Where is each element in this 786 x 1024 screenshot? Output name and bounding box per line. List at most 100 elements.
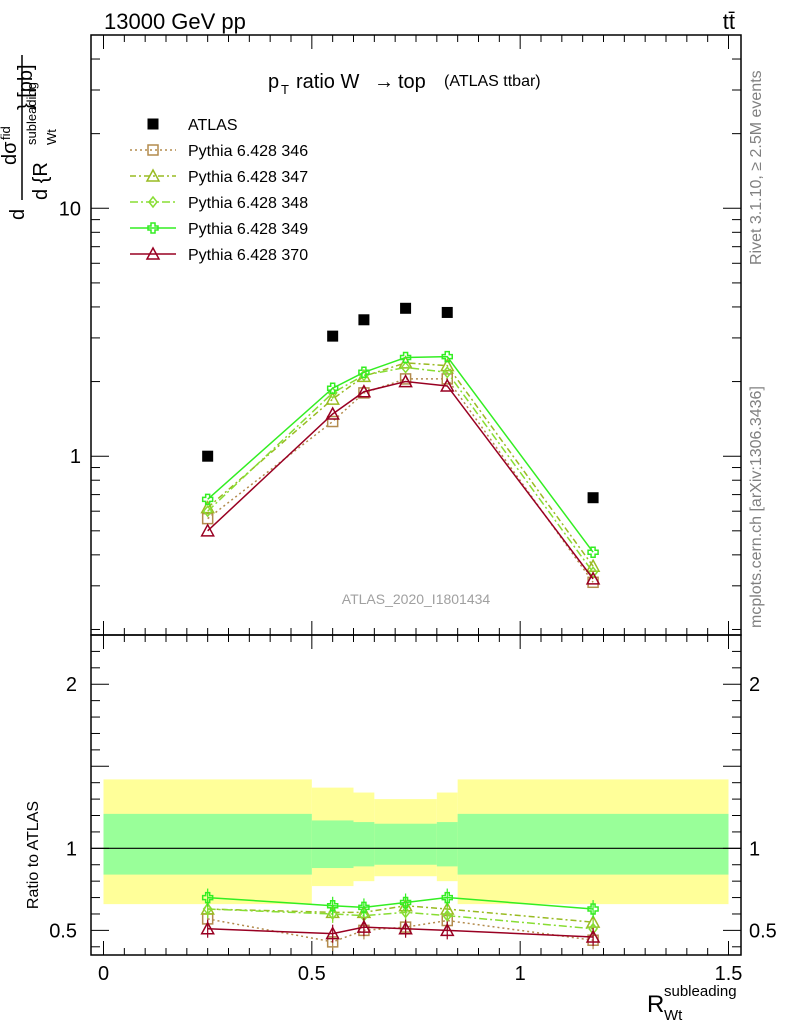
ratio-y-tick-label-right: 0.5 — [749, 920, 777, 942]
ratio-point-4 — [439, 922, 455, 937]
series-point-0 — [326, 415, 339, 428]
x-tick-label: 1.5 — [715, 963, 743, 985]
ratio-series-line-2 — [207, 908, 594, 930]
ratio-point-3 — [326, 900, 339, 912]
ratio-plot: 0 0.5 1 1.5 0.5 0.5 1 1 2 2 — [49, 634, 777, 985]
ratio-point-2 — [202, 902, 213, 916]
ratio-y-tick-label: 2 — [66, 674, 77, 696]
legend-label: Pythia 6.428 370 — [188, 247, 308, 264]
uncertainty-band-inner — [374, 823, 437, 865]
ratio-y-tick-label: 1 — [66, 838, 77, 860]
series-point-3 — [358, 366, 370, 379]
series-point-1 — [325, 391, 340, 405]
ratio-point-4 — [200, 921, 215, 935]
process-label: tt̄ — [723, 9, 735, 34]
ratio-point-4 — [356, 919, 372, 933]
y-label-fid: fid — [0, 126, 13, 140]
series-point-4 — [439, 378, 455, 392]
series-line-3 — [207, 355, 594, 553]
series-point-1 — [439, 358, 455, 372]
legend-item-3: Pythia 6.428 349 — [130, 221, 308, 238]
series-point-0 — [358, 387, 370, 399]
main-plot: 1 10 — [59, 34, 742, 636]
legend-marker — [147, 144, 159, 156]
legend-marker — [145, 168, 161, 182]
ratio-point-4 — [398, 921, 413, 935]
series-point-4 — [325, 406, 340, 420]
data-point — [400, 302, 412, 314]
ratio-point-3 — [201, 891, 214, 904]
legend-marker — [147, 222, 159, 234]
ratio-point-2 — [400, 906, 411, 919]
legend-label: Pythia 6.428 348 — [188, 195, 308, 212]
series-point-3 — [399, 351, 412, 364]
ratio-point-3 — [587, 903, 599, 915]
ratio-y-tick-label: 0.5 — [49, 920, 77, 942]
data-point — [587, 492, 599, 504]
data-point — [202, 450, 214, 462]
ratio-point-3 — [358, 901, 370, 914]
ratio-series-line-1 — [207, 905, 594, 923]
series-point-2 — [202, 504, 213, 518]
series-point-4 — [398, 373, 413, 388]
series-line-2 — [207, 366, 594, 573]
legend-marker — [148, 195, 158, 209]
ratio-series-line-0 — [207, 918, 594, 943]
y-axis-label-top: d dσ fid d {R subleading Wt } [pb] — [0, 55, 59, 220]
y-tick-label: 10 — [59, 198, 81, 220]
ratio-point-4 — [585, 929, 601, 943]
x-label-sub: Wt — [664, 1007, 683, 1024]
y-tick-label: 1 — [70, 446, 81, 468]
x-tick-label: 1 — [515, 963, 526, 985]
mcplots-label: mcplots.cern.ch [arXiv:1306.3436] — [748, 386, 765, 628]
series-point-3 — [201, 493, 214, 506]
energy-label: 13000 GeV pp — [104, 9, 246, 34]
y-axis-label-ratio: Ratio to ATLAS — [25, 801, 42, 909]
title-main: ratio W — [296, 71, 359, 93]
ratio-y-tick-label-right: 1 — [749, 838, 760, 860]
legend-label: Pythia 6.428 346 — [188, 143, 308, 160]
legend: ATLAS Pythia 6.428 346 Pythia 6.428 347 Pyt… — [130, 117, 308, 264]
ratio-series-line-4 — [207, 926, 594, 938]
series-point-2 — [588, 566, 599, 579]
series-point-4 — [356, 384, 372, 398]
series-point-4 — [585, 571, 601, 585]
data-point — [327, 330, 339, 342]
legend-marker — [145, 246, 161, 260]
uncertainty-band-inner — [353, 822, 375, 867]
uncertainty-band-inner — [311, 820, 354, 869]
ratio-series-line-3 — [207, 896, 594, 910]
uncertainty-band-inner — [103, 813, 312, 875]
series-line-4 — [207, 380, 594, 580]
y-label-denom: d {R — [30, 162, 52, 200]
analysis-watermark: ATLAS_2020_I1801434 — [342, 591, 491, 607]
ratio-y-tick-label-right: 2 — [749, 674, 760, 696]
ratio-point-2 — [327, 907, 338, 921]
legend-item-data: ATLAS — [147, 117, 238, 134]
ratio-point-3 — [441, 891, 453, 904]
x-tick-label: 0.5 — [298, 963, 326, 985]
series-point-1 — [200, 500, 215, 514]
y-label-dsigma: dσ — [0, 141, 21, 165]
ratio-point-3 — [399, 896, 412, 909]
legend-item-2: Pythia 6.428 348 — [130, 195, 308, 212]
legend-marker-data — [147, 118, 159, 130]
legend-label: Pythia 6.428 347 — [188, 169, 308, 186]
uncertainty-band-inner — [457, 813, 729, 875]
title-arrow: → — [374, 71, 394, 93]
series-point-3 — [326, 382, 339, 394]
data-point — [441, 306, 453, 318]
series-point-4 — [200, 523, 215, 537]
ratio-point-4 — [325, 926, 340, 940]
series-point-2 — [400, 361, 411, 374]
legend-label: Pythia 6.428 349 — [188, 221, 308, 238]
series-line-0 — [207, 378, 594, 583]
uncertainty-band-inner — [436, 822, 458, 867]
title-sub: (ATLAS ttbar) — [444, 73, 541, 90]
series-point-2 — [442, 366, 453, 379]
y-label-sup: subleading — [24, 82, 39, 145]
series-point-0 — [399, 373, 412, 385]
title-p: p — [268, 71, 279, 93]
data-point — [358, 314, 370, 326]
